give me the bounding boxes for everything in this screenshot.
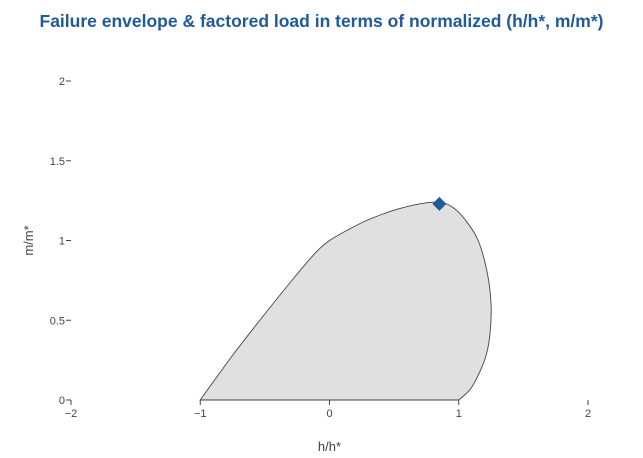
factored-load-point — [432, 196, 447, 211]
y-tick-label: 1 — [59, 236, 65, 248]
y-tick-label: 2 — [59, 76, 65, 88]
y-axis-title: m/m* — [21, 225, 36, 255]
failure-envelope — [199, 201, 492, 401]
x-tick-label: 2 — [585, 408, 591, 420]
chart-title: Failure envelope & factored load in term… — [39, 11, 604, 31]
x-tick-label: 1 — [456, 408, 462, 420]
x-tick-label: −1 — [194, 408, 207, 420]
y-tick-label: 1.5 — [50, 156, 65, 168]
y-tick-label: 0.5 — [50, 315, 65, 327]
x-tick-label: 0 — [326, 408, 332, 420]
x-axis-title: h/h* — [318, 439, 341, 454]
y-tick-label: 0 — [59, 395, 65, 407]
x-tick-label: −2 — [65, 408, 78, 420]
